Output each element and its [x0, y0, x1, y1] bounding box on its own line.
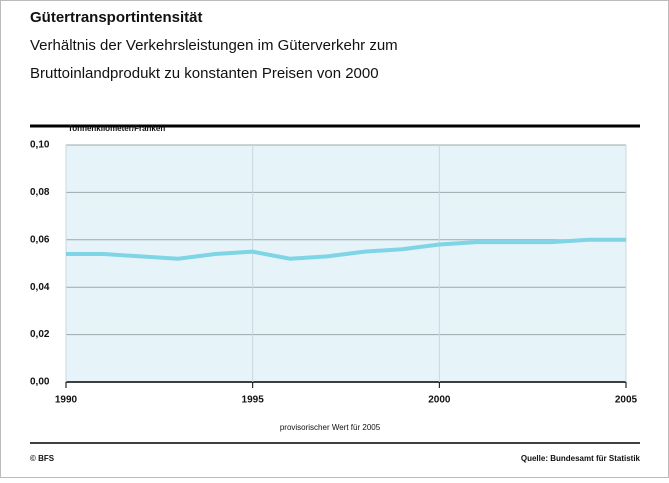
y-tick-label: 0,00	[30, 377, 50, 388]
source: Quelle: Bundesamt für Statistik	[521, 454, 641, 463]
y-tick-label: 0,06	[30, 234, 50, 245]
y-tick-label: 0,04	[30, 282, 50, 293]
x-tick-label: 2000	[428, 395, 451, 406]
y-axis-label: Tonnenkilometer/Franken	[68, 124, 165, 133]
x-tick-label: 1990	[55, 395, 78, 406]
x-tick-label: 2005	[615, 395, 638, 406]
y-tick-label: 0,08	[30, 187, 50, 198]
y-tick-label: 0,10	[30, 140, 50, 151]
y-tick-label: 0,02	[30, 329, 50, 340]
chart-subtitle: Bruttoinlandprodukt zu konstanten Preise…	[30, 65, 379, 82]
x-tick-label: 1995	[242, 395, 265, 406]
chart-title: Gütertransportintensität	[30, 9, 203, 26]
chart-subtitle: Verhältnis der Verkehrsleistungen im Güt…	[30, 37, 398, 54]
line	[66, 237, 626, 261]
plot-area	[66, 145, 626, 382]
note: provisorischer Wert für 2005	[280, 423, 381, 432]
copyright: © BFS	[30, 454, 55, 463]
